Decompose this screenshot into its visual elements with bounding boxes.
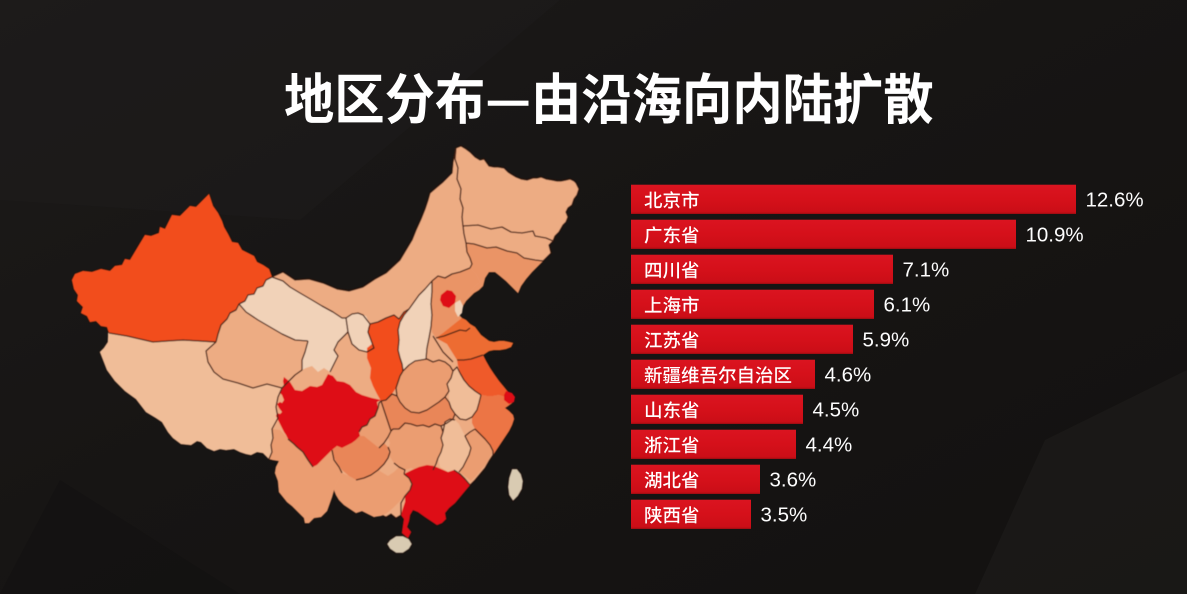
svg-text:6.1%: 6.1% <box>884 294 931 317</box>
svg-text:5.9%: 5.9% <box>863 329 910 352</box>
svg-text:7.1%: 7.1% <box>903 259 950 282</box>
svg-text:3.5%: 3.5% <box>761 504 808 527</box>
svg-text:12.6%: 12.6% <box>1086 189 1144 212</box>
svg-text:4.5%: 4.5% <box>813 399 860 422</box>
svg-text:4.6%: 4.6% <box>825 364 872 387</box>
svg-text:10.9%: 10.9% <box>1026 224 1084 247</box>
svg-text:3.6%: 3.6% <box>770 469 817 492</box>
svg-text:4.4%: 4.4% <box>806 434 853 457</box>
